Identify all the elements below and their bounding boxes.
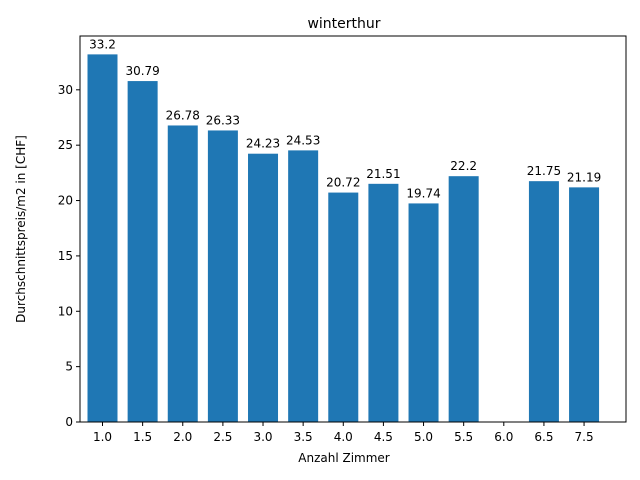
y-tick-label: 25: [58, 138, 73, 152]
x-tick-label: 1.5: [133, 430, 152, 444]
x-tick-label: 4.5: [374, 430, 393, 444]
bar-4.0: [328, 192, 359, 422]
bar-value-label: 21.19: [567, 170, 601, 184]
y-tick-label: 15: [58, 249, 73, 263]
y-tick-label: 20: [58, 194, 73, 208]
bar-value-label: 21.51: [366, 167, 400, 181]
y-axis-ticks: 0 5 10 15 20 25 30: [58, 83, 80, 429]
bar-2.0: [167, 125, 198, 422]
x-axis-ticks: 1.0 1.5 2.0 2.5 3.0 3.5 4.0 4.5 5.0 5.5 6.0 6.5 7.5: [93, 422, 594, 444]
chart-title: winterthur: [307, 16, 380, 32]
x-tick-label: 2.5: [213, 430, 232, 444]
bar-value-label: 33.2: [89, 37, 116, 51]
bar-value-label: 19.74: [406, 186, 440, 200]
y-axis-label: Durchschnittspreis/m2 in [CHF]: [14, 135, 28, 323]
x-tick-label: 5.0: [414, 430, 433, 444]
plot-frame: [79, 35, 627, 423]
bar-value-label: 26.78: [166, 108, 200, 122]
x-tick-label: 6.5: [534, 430, 553, 444]
bar-4.5: [368, 183, 399, 422]
bar-3.5: [288, 150, 319, 422]
bar-5.5: [448, 176, 479, 422]
bar-value-label: 30.79: [125, 64, 159, 78]
bar-value-label: 24.23: [246, 137, 280, 151]
y-tick-label: 0: [65, 415, 73, 429]
y-tick-label: 10: [58, 304, 73, 318]
bar-3.0: [248, 153, 279, 422]
x-tick-label: 2.0: [173, 430, 192, 444]
bar-2.5: [207, 130, 238, 422]
y-tick-label: 30: [58, 83, 73, 97]
bar-6.5: [528, 181, 559, 422]
bar-7.5: [569, 187, 600, 422]
bar-5.0: [408, 203, 439, 422]
bars-group: 33.2 30.79 26.78 26.33 24.23 24.53 20.72 21.51 1…: [87, 37, 601, 422]
x-tick-label: 3.0: [253, 430, 272, 444]
x-axis-label: Anzahl Zimmer: [298, 451, 390, 465]
bar-1.0: [87, 54, 118, 422]
x-tick-label: 5.5: [454, 430, 473, 444]
x-tick-label: 4.0: [334, 430, 353, 444]
y-tick-label: 5: [65, 360, 73, 374]
bar-1.5: [127, 81, 158, 422]
x-tick-label: 6.0: [494, 430, 513, 444]
bar-value-label: 22.2: [450, 159, 477, 173]
bar-value-label: 24.53: [286, 133, 320, 147]
bar-value-label: 21.75: [527, 164, 561, 178]
bar-value-label: 26.33: [206, 113, 240, 127]
x-tick-label: 3.5: [294, 430, 313, 444]
x-tick-label: 7.5: [575, 430, 594, 444]
bar-value-label: 20.72: [326, 176, 360, 190]
x-tick-label: 1.0: [93, 430, 112, 444]
